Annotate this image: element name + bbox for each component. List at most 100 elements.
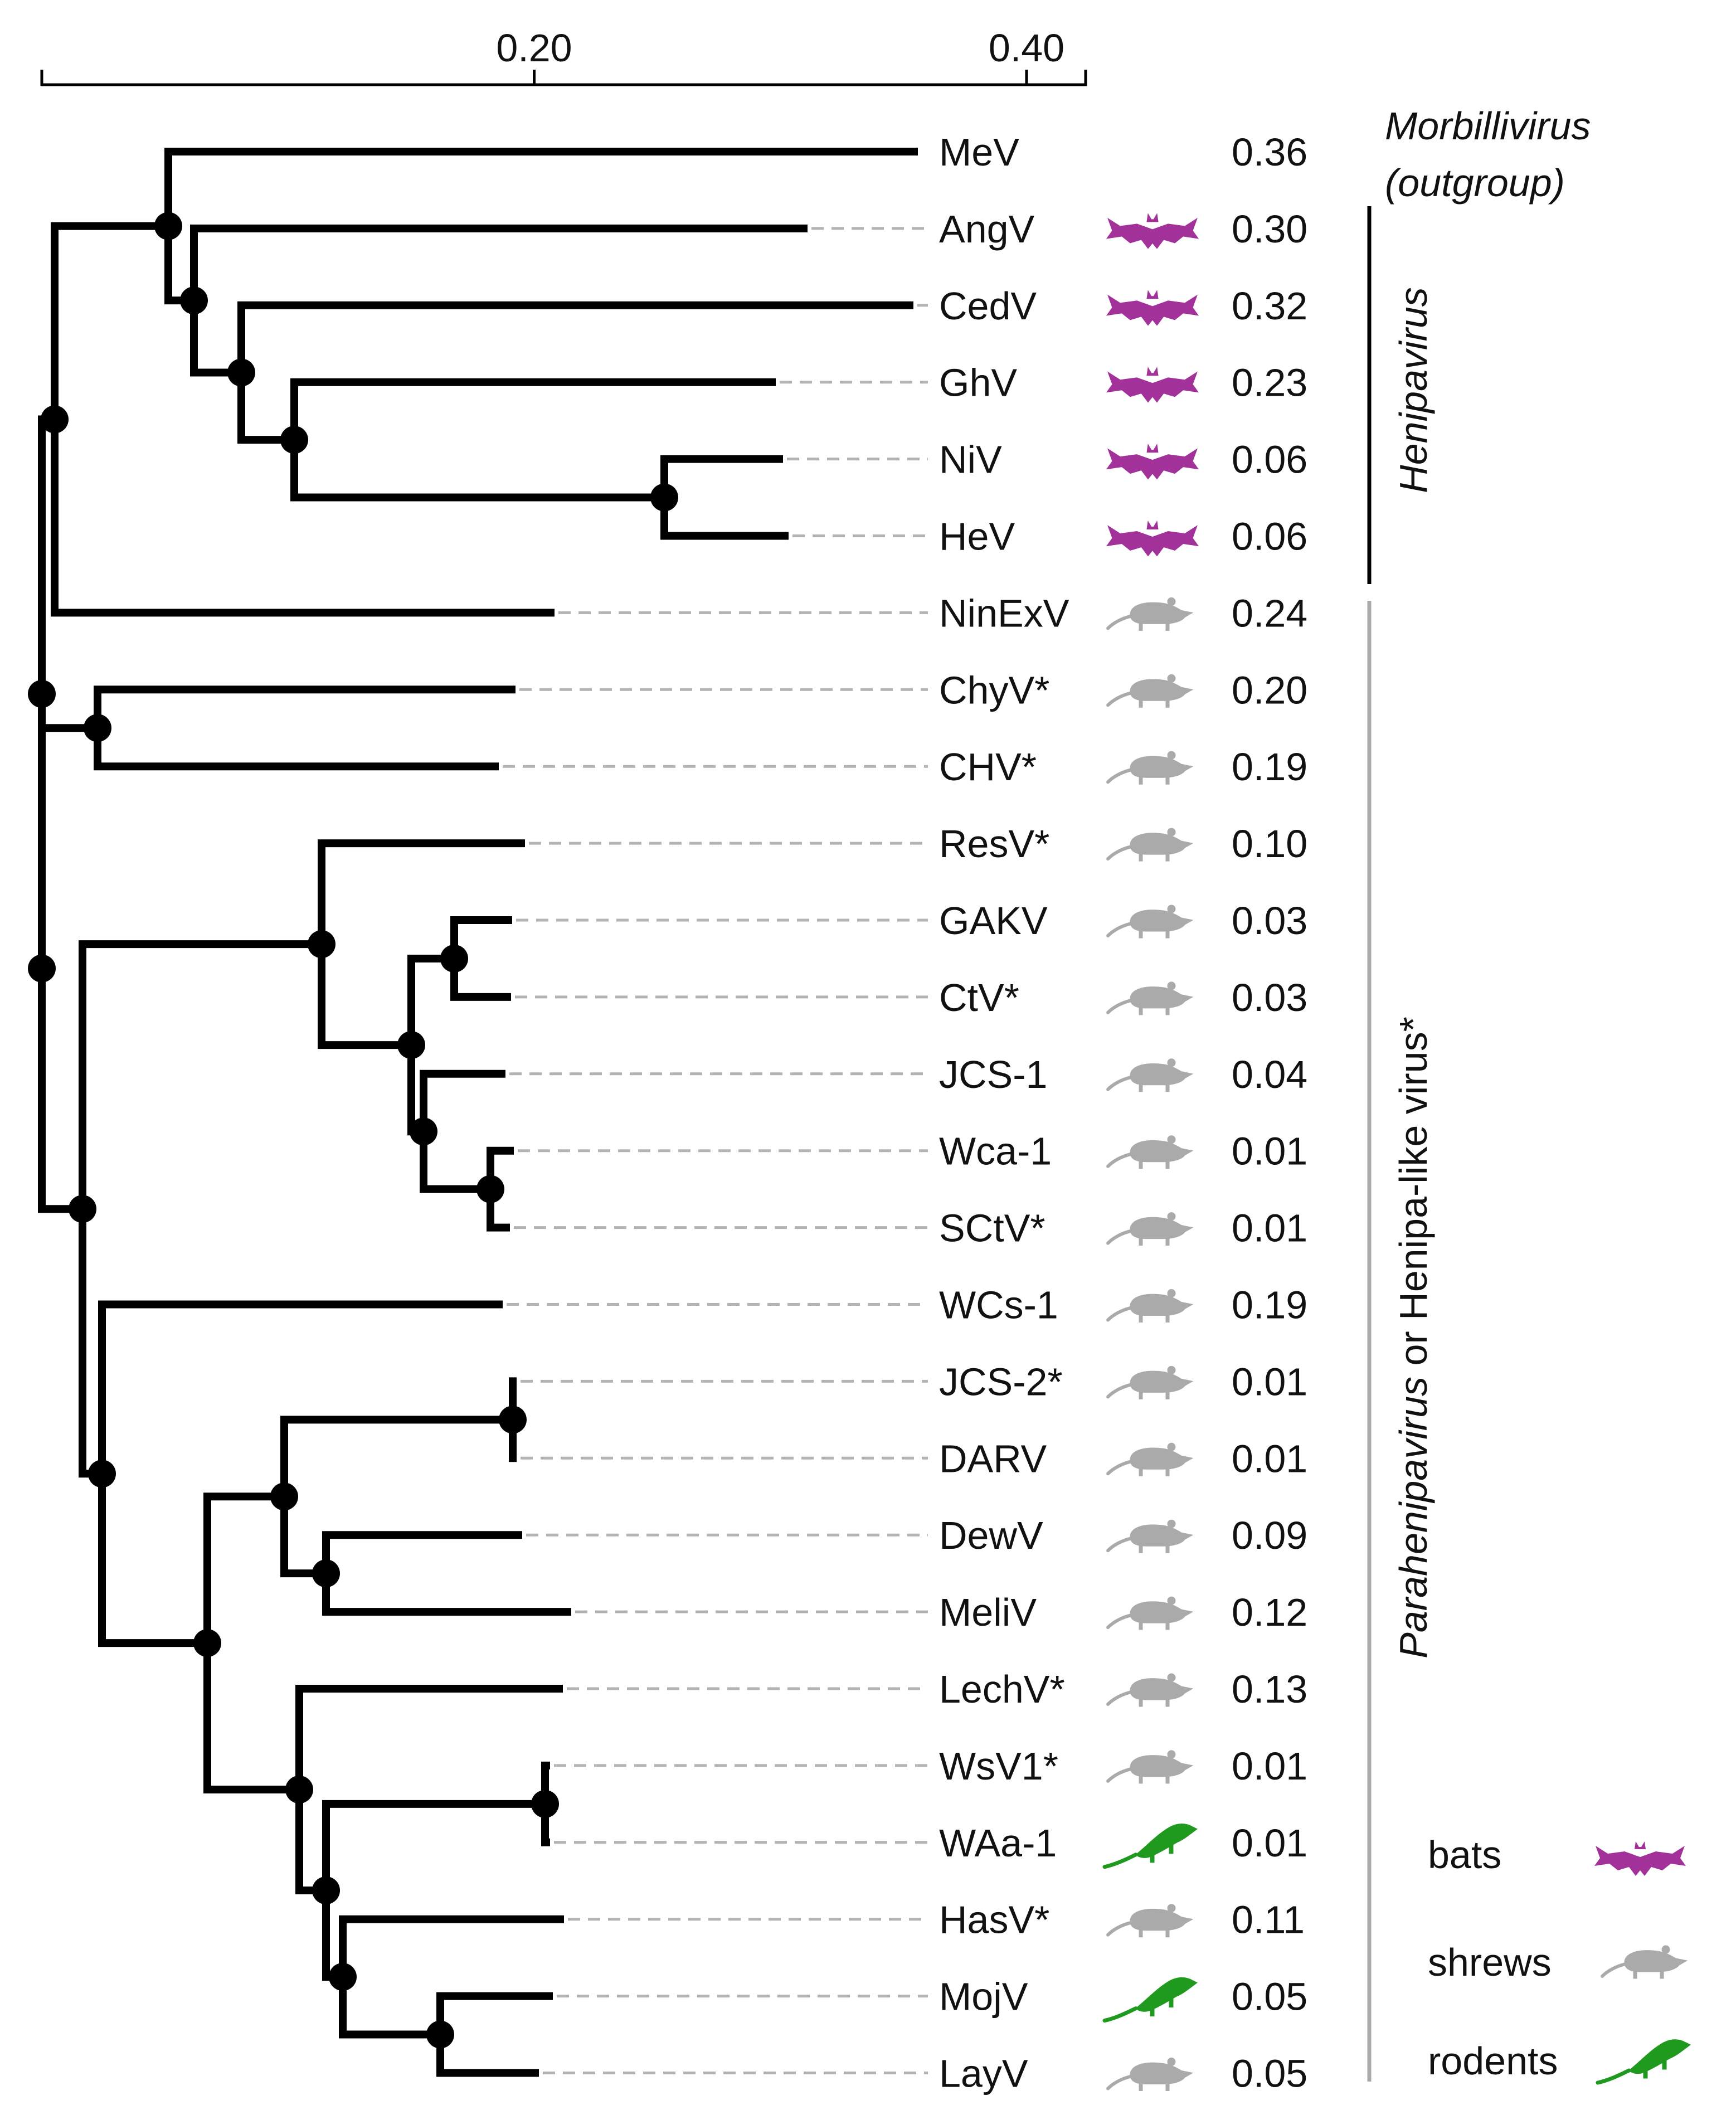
taxon-value: 0.13 [1232, 1667, 1307, 1711]
shrew-icon [1108, 1597, 1193, 1630]
tree-node [308, 930, 335, 959]
taxon-value: 0.09 [1232, 1514, 1307, 1557]
tip-rows: MeV 0.36 AngV 0.30 CedV 0.32 GhV 0.23 NiV 0.06 HeV… [939, 130, 1307, 2096]
tree-node [154, 212, 182, 240]
taxon-name: JCS-1 [939, 1053, 1047, 1096]
taxon-name: JCS-2* [939, 1360, 1063, 1403]
taxon-value: 0.30 [1232, 207, 1307, 251]
taxon-value: 0.01 [1232, 1207, 1307, 1250]
taxon-name: DARV [939, 1437, 1047, 1480]
shrew-icon [1108, 1443, 1193, 1476]
taxon-value: 0.24 [1232, 591, 1307, 635]
parahenipavirus-clade-label-italic: Parahenipavirus [1392, 1377, 1435, 1659]
tree-nodes [28, 212, 678, 2049]
legend-shrew-icon [1602, 1946, 1687, 1978]
taxon-value: 0.19 [1232, 1283, 1307, 1327]
taxon-value: 0.01 [1232, 1744, 1307, 1788]
taxon-name: WAa-1 [939, 1821, 1057, 1865]
tree-node [270, 1482, 298, 1511]
tree-node [28, 954, 56, 983]
scale-tick-label-0.20: 0.20 [496, 26, 572, 70]
taxon-name: LayV [939, 2052, 1028, 2096]
rodent-icon [1105, 1977, 1197, 2020]
scale-tick-label-0.40: 0.40 [989, 26, 1064, 70]
tree-node [41, 405, 69, 434]
shrew-icon [1108, 1290, 1193, 1323]
legend-bat-icon [1594, 1841, 1686, 1876]
tree-node [426, 2020, 454, 2049]
taxon-name: CtV* [939, 976, 1019, 1019]
leader-lines [503, 227, 928, 2074]
legend-label-shrews: shrews [1428, 1941, 1552, 1984]
taxon-name: GAKV [939, 899, 1048, 942]
shrew-icon [1108, 674, 1193, 707]
taxon-name: NiV [939, 438, 1002, 482]
taxon-value: 0.05 [1232, 1975, 1307, 2019]
outgroup-subtitle: (outgroup) [1385, 161, 1565, 205]
taxon-name: ChyV* [939, 668, 1049, 712]
tree-node [84, 714, 111, 742]
shrew-icon [1108, 1751, 1193, 1783]
shrew-icon [1108, 1366, 1193, 1399]
taxon-value: 0.36 [1232, 130, 1307, 174]
shrew-icon [1108, 597, 1193, 630]
tree-node [193, 1629, 221, 1657]
parahenipavirus-clade-label-rest: or Henipa-like virus* [1392, 1017, 1435, 1377]
taxon-value: 0.06 [1232, 515, 1307, 558]
taxon-name: Wca-1 [939, 1130, 1052, 1173]
taxon-value: 0.23 [1232, 361, 1307, 405]
taxon-name: LechV* [939, 1667, 1065, 1711]
taxon-name: ResV* [939, 822, 1049, 866]
bat-icon [1106, 444, 1199, 480]
tree-node [410, 1117, 437, 1146]
taxon-value: 0.05 [1232, 2052, 1307, 2096]
shrew-icon [1108, 905, 1193, 938]
shrew-icon [1108, 1059, 1193, 1092]
taxon-name: CHV* [939, 745, 1037, 789]
taxon-value: 0.20 [1232, 668, 1307, 712]
tree-node [312, 1559, 340, 1588]
taxon-value: 0.11 [1232, 1898, 1305, 1942]
tree-node [180, 286, 208, 315]
taxon-value: 0.01 [1232, 1130, 1307, 1173]
taxon-name: SCtV* [939, 1207, 1046, 1250]
tree-node [329, 1963, 357, 1991]
tree-node [280, 426, 308, 454]
taxon-value: 0.10 [1232, 822, 1307, 866]
taxon-value: 0.04 [1232, 1053, 1307, 1096]
tree-node [28, 680, 56, 708]
taxon-value: 0.01 [1232, 1821, 1307, 1865]
parahenipavirus-clade-label: Parahenipavirus or Henipa-like virus* [1392, 1017, 1435, 1659]
taxon-name: WsV1* [939, 1744, 1058, 1788]
tree-node [397, 1031, 425, 1059]
bat-icon [1106, 213, 1199, 249]
bat-icon [1106, 521, 1199, 556]
shrew-icon [1108, 1136, 1193, 1169]
tree-node [440, 944, 468, 973]
bat-icon [1106, 367, 1199, 403]
shrew-icon [1108, 1904, 1193, 1937]
taxon-name: CedV [939, 284, 1037, 328]
shrew-icon [1108, 982, 1193, 1015]
tree-node [88, 1460, 116, 1488]
tree-node [476, 1175, 504, 1203]
taxon-value: 0.19 [1232, 745, 1307, 789]
taxon-value: 0.01 [1232, 1437, 1307, 1480]
legend-rodent-icon [1598, 2040, 1690, 2083]
tree-branches [38, 148, 918, 2077]
legend: bats shrews rodents [1428, 1833, 1690, 2083]
taxon-name: GhV [939, 361, 1017, 405]
shrew-icon [1108, 1520, 1193, 1553]
tree-node [312, 1876, 340, 1904]
taxon-value: 0.06 [1232, 438, 1307, 482]
shrew-icon [1108, 1213, 1193, 1246]
taxon-name: AngV [939, 207, 1035, 251]
bat-icon [1106, 290, 1199, 326]
tree-node [531, 1790, 559, 1818]
taxon-name: HasV* [939, 1898, 1049, 1942]
shrew-icon [1108, 828, 1193, 861]
shrew-icon [1108, 751, 1193, 784]
legend-label-bats: bats [1428, 1833, 1501, 1876]
taxon-value: 0.03 [1232, 976, 1307, 1019]
taxon-value: 0.03 [1232, 899, 1307, 942]
